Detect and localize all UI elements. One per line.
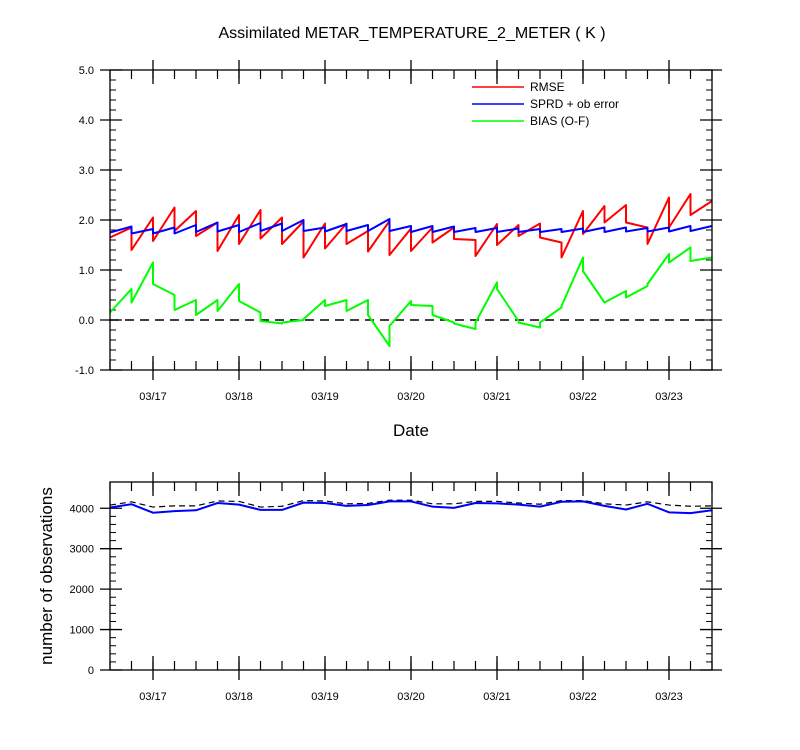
x-tick-label: 03/20 — [397, 691, 425, 703]
legend-label-rmse: RMSE — [530, 80, 565, 94]
y-tick-label: 5.0 — [79, 65, 94, 77]
y-tick-label: 4.0 — [79, 115, 94, 127]
y-tick-label: 0.0 — [79, 315, 94, 327]
bottom-plot-frame — [109, 481, 713, 671]
y-axis-title-observations: number of observations — [37, 487, 56, 665]
x-axis-title: Date — [393, 421, 429, 440]
legend-label-bias: BIAS (O-F) — [530, 114, 589, 128]
x-tick-label: 03/23 — [655, 691, 683, 703]
x-tick-label: 03/21 — [483, 691, 511, 703]
y-tick-label: 2000 — [70, 584, 94, 596]
series-line-sprd-ob-error — [109, 218, 713, 235]
x-tick-label: 03/17 — [139, 391, 167, 403]
y-tick-label: 0 — [88, 665, 94, 677]
y-tick-label: 2.0 — [79, 215, 94, 227]
top-axis-ticks — [100, 60, 722, 380]
y-tick-label: 3000 — [70, 544, 94, 556]
legend-label-sprd: SPRD + ob error — [530, 97, 619, 111]
x-tick-label: 03/18 — [225, 391, 253, 403]
y-tick-label: -1.0 — [75, 365, 94, 377]
x-tick-label: 03/22 — [569, 391, 597, 403]
top-chart-panel: Assimilated METAR_TEMPERATURE_2_METER ( … — [75, 25, 722, 440]
x-tick-label: 03/22 — [569, 691, 597, 703]
x-tick-label: 03/19 — [311, 691, 339, 703]
bottom-axis-ticks — [100, 472, 722, 680]
x-tick-label: 03/17 — [139, 691, 167, 703]
top-series-group — [109, 193, 713, 347]
chart-title: Assimilated METAR_TEMPERATURE_2_METER ( … — [218, 25, 605, 42]
x-tick-label: 03/19 — [311, 391, 339, 403]
bottom-y-tick-labels: 0 1000 2000 3000 4000 — [70, 503, 94, 677]
series-line-observations-used — [109, 500, 713, 515]
series-line-bias-o-f — [109, 246, 713, 347]
top-x-tick-labels: 03/17 03/18 03/19 03/20 03/21 03/22 03/23 — [139, 391, 683, 403]
series-line-observations-possible — [109, 499, 713, 508]
legend: RMSE SPRD + ob error BIAS (O-F) — [472, 80, 619, 128]
x-tick-label: 03/23 — [655, 391, 683, 403]
x-tick-label: 03/18 — [225, 691, 253, 703]
y-tick-label: 4000 — [70, 503, 94, 515]
top-y-tick-labels: -1.0 0.0 1.0 2.0 3.0 4.0 5.0 — [75, 65, 94, 377]
x-tick-label: 03/20 — [397, 391, 425, 403]
y-tick-label: 3.0 — [79, 165, 94, 177]
y-tick-label: 1000 — [70, 625, 94, 637]
bottom-series-group — [109, 499, 713, 515]
x-tick-label: 03/21 — [483, 391, 511, 403]
bottom-x-tick-labels: 03/17 03/18 03/19 03/20 03/21 03/22 03/23 — [139, 691, 683, 703]
top-plot-frame — [109, 69, 713, 371]
y-tick-label: 1.0 — [79, 265, 94, 277]
